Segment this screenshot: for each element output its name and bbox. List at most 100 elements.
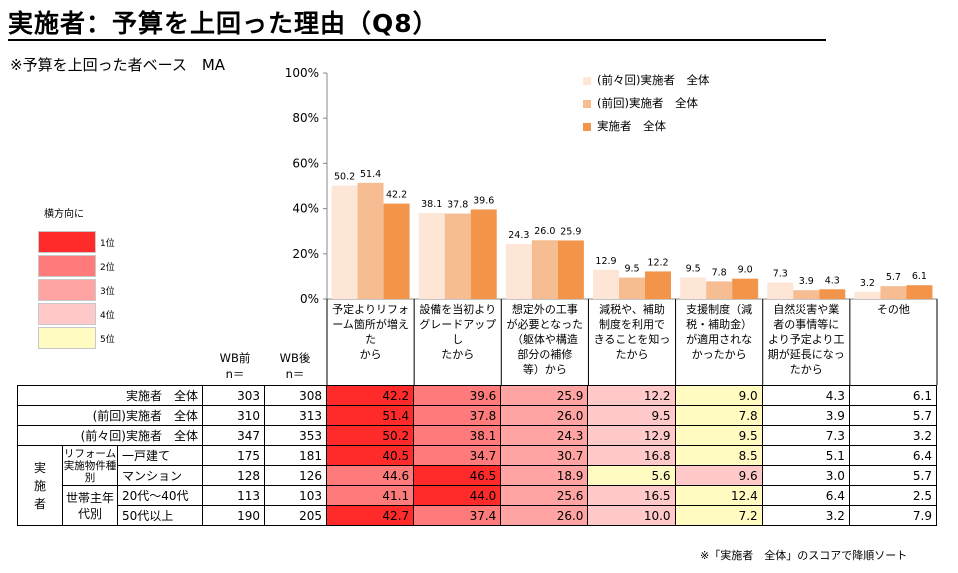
n-after-cell: 103 [264, 485, 327, 506]
score-cell: 30.7 [500, 445, 589, 466]
rank-swatch [38, 279, 96, 301]
sort-footnote: ※「実施者 全体」のスコアで降順ソート [700, 549, 908, 562]
rank-label: 4位 [100, 311, 115, 321]
bar [357, 182, 384, 299]
legend-swatch [583, 99, 591, 108]
score-cell: 5.6 [587, 465, 676, 486]
row-label: 一戸建て [117, 445, 203, 466]
score-table: 実施者 全体 303 308 42.2 39.6 25.9 12.2 9.0 4.3 6.1 (前回… [17, 385, 937, 526]
legend-label: (前回)実施者 全体 [597, 96, 698, 110]
score-cell: 5.7 [848, 465, 937, 486]
category-label: 支援制度（減 税・補助金） が適用されな かったから [678, 302, 761, 362]
page-title: 実施者：予算を上回った理由（Q8） [8, 9, 439, 38]
bar [470, 209, 497, 299]
category-label-line: 制度を利用で [598, 318, 665, 331]
score-cell: 24.3 [500, 425, 589, 446]
score-cell: 51.4 [325, 405, 415, 426]
bar [732, 278, 759, 299]
category-label-line: が必要となった [506, 318, 584, 331]
category-label-line: 者の事情等に [773, 318, 840, 331]
bar-value-label: 7.8 [712, 267, 727, 278]
n-after-cell: 353 [264, 425, 327, 446]
wb-before-label: WB前 [219, 351, 251, 365]
score-cell: 16.5 [587, 485, 676, 506]
category-label-line: 部分の補修 [517, 348, 573, 361]
category-label-line: （躯体や構造 [511, 333, 578, 346]
category-label-line: たから [615, 348, 649, 361]
title-divider [8, 39, 826, 41]
bar [383, 203, 410, 299]
bar [880, 286, 907, 299]
row-group-char: 実 [33, 460, 46, 475]
row-group-char: 者 [33, 496, 46, 511]
score-cell: 7.9 [848, 505, 937, 526]
table-row: 世帯主年代別 20代～40代 113 103 41.1 44.0 25.6 16.5 12.4 6… [18, 485, 937, 526]
row-subgroup-label: リフォーム実施物件種別 [62, 445, 118, 486]
row-label: マンション [117, 465, 203, 486]
bar-value-label: 38.1 [421, 199, 442, 210]
score-cell: 44.0 [413, 485, 502, 506]
score-cell: 40.5 [325, 445, 415, 466]
y-tick-label: 60% [292, 156, 319, 170]
score-cell: 37.4 [413, 505, 502, 526]
category-label-line: 税・補助金） [686, 318, 753, 331]
bar [444, 213, 471, 299]
category-label-line: その他 [876, 303, 910, 316]
score-cell: 7.8 [674, 405, 763, 426]
score-cell: 3.2 [848, 425, 937, 446]
score-cell: 5.7 [848, 405, 937, 426]
score-cell: 42.7 [325, 505, 415, 526]
y-tick-label: 40% [292, 202, 319, 216]
category-label-line: 等）から [522, 363, 567, 376]
score-cell: 3.0 [761, 465, 850, 486]
y-tick-label: 80% [292, 111, 319, 125]
legend-label: 実施者 全体 [597, 119, 666, 133]
score-cell: 6.4 [761, 485, 850, 506]
category-label-line: が適用されな [686, 333, 753, 346]
category-label: その他 [852, 302, 935, 317]
bar [706, 281, 733, 299]
score-cell: 9.5 [674, 425, 763, 446]
score-cell: 34.7 [413, 445, 502, 466]
score-cell: 16.8 [587, 445, 676, 466]
wb-after-n: n＝ [285, 367, 305, 381]
row-subgroup-label: 世帯主年代別 [62, 485, 118, 526]
score-cell: 2.5 [848, 485, 937, 506]
table-row: (前回)実施者 全体 310 313 51.4 37.8 26.0 9.5 7.8 3.9 5.7 [17, 405, 937, 426]
bar [557, 240, 584, 299]
score-cell: 25.9 [500, 385, 589, 406]
category-label-line: ーム箇所が増えた [332, 318, 409, 346]
rank-label: 2位 [100, 263, 115, 273]
score-cell: 26.0 [500, 405, 589, 426]
rank-legend-row: 4位 [38, 303, 150, 325]
category-label: 予定よりリフォ ーム箇所が増えた から [329, 302, 412, 362]
score-cell: 44.6 [325, 465, 415, 486]
table-row: マンション 128 126 44.6 46.5 18.9 5.6 9.6 3.0 5.7 [18, 465, 937, 486]
bar-value-label: 9.5 [686, 264, 701, 275]
score-cell: 18.9 [500, 465, 589, 486]
bar [593, 269, 619, 299]
category-label: 想定外の工事 が必要となった （躯体や構造 部分の補修 等）から [503, 302, 586, 377]
score-cell: 25.6 [500, 485, 589, 506]
bar-value-label: 4.3 [825, 275, 840, 286]
bar [619, 277, 645, 299]
rank-legend-row: 3位 [38, 279, 150, 301]
score-cell: 38.1 [413, 425, 502, 446]
bar-value-label: 3.9 [799, 276, 814, 287]
bar [645, 271, 671, 299]
bar [418, 212, 445, 299]
n-before-cell: 190 [202, 505, 265, 526]
score-cell: 50.2 [325, 425, 415, 446]
rank-legend-title: 横方向に [44, 209, 84, 220]
bar [680, 277, 707, 299]
category-label-line: 支援制度（減 [686, 303, 753, 316]
score-cell: 3.2 [761, 505, 850, 526]
category-label: 設備を当初より グレードアップし たから [416, 302, 499, 362]
n-before-cell: 113 [202, 485, 265, 506]
score-cell: 41.1 [325, 485, 415, 506]
category-label-line: 減税や、補助 [599, 303, 665, 316]
legend-label: (前々回)実施者 全体 [597, 73, 710, 87]
score-cell: 12.9 [587, 425, 676, 446]
bar [854, 291, 881, 299]
